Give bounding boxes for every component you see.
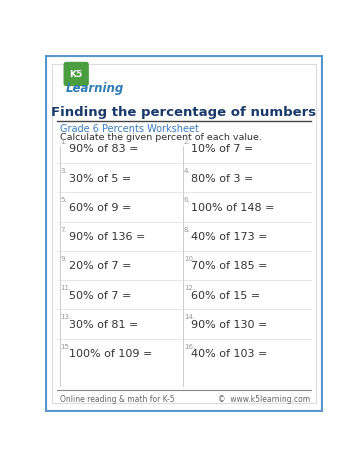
Text: 6.: 6. (184, 197, 191, 203)
Text: 1.: 1. (60, 138, 67, 144)
Text: 100% of 109 =: 100% of 109 = (69, 349, 152, 358)
Text: 10.: 10. (184, 255, 195, 261)
Text: 15.: 15. (60, 343, 71, 349)
Text: 60% of 15 =: 60% of 15 = (191, 290, 260, 300)
Text: Learning: Learning (66, 82, 124, 95)
Text: 13.: 13. (60, 314, 71, 320)
Text: K5: K5 (70, 70, 83, 79)
Text: Grade 6 Percents Worksheet: Grade 6 Percents Worksheet (60, 124, 199, 134)
Text: Online reading & math for K-5: Online reading & math for K-5 (60, 394, 175, 403)
Text: 80% of 3 =: 80% of 3 = (191, 173, 253, 183)
Text: 11.: 11. (60, 284, 71, 290)
FancyBboxPatch shape (64, 63, 89, 87)
Text: 16.: 16. (184, 343, 195, 349)
Text: 7.: 7. (60, 226, 67, 232)
Text: 90% of 130 =: 90% of 130 = (191, 319, 267, 329)
Text: 5.: 5. (60, 197, 67, 203)
Text: ©  www.k5learning.com: © www.k5learning.com (219, 394, 311, 403)
Text: 100% of 148 =: 100% of 148 = (191, 202, 274, 213)
Text: 12.: 12. (184, 284, 195, 290)
Text: 90% of 136 =: 90% of 136 = (69, 232, 145, 242)
Text: 10% of 7 =: 10% of 7 = (191, 144, 253, 154)
Text: Calculate the given percent of each value.: Calculate the given percent of each valu… (60, 133, 262, 142)
Text: 60% of 9 =: 60% of 9 = (69, 202, 131, 213)
Text: 30% of 81 =: 30% of 81 = (69, 319, 138, 329)
Text: Finding the percentage of numbers: Finding the percentage of numbers (51, 106, 317, 119)
FancyBboxPatch shape (45, 56, 323, 412)
Text: 40% of 173 =: 40% of 173 = (191, 232, 267, 242)
Text: 14.: 14. (184, 314, 195, 320)
Text: 70% of 185 =: 70% of 185 = (191, 261, 267, 271)
Text: 50% of 7 =: 50% of 7 = (69, 290, 131, 300)
Text: 90% of 83 =: 90% of 83 = (69, 144, 138, 154)
Text: 20% of 7 =: 20% of 7 = (69, 261, 131, 271)
Text: 40% of 103 =: 40% of 103 = (191, 349, 267, 358)
FancyBboxPatch shape (52, 64, 316, 403)
Text: 8.: 8. (184, 226, 191, 232)
Text: 30% of 5 =: 30% of 5 = (69, 173, 131, 183)
Text: 4.: 4. (184, 168, 191, 174)
Text: 9.: 9. (60, 255, 67, 261)
Text: 3.: 3. (60, 168, 67, 174)
Text: 2.: 2. (184, 138, 191, 144)
